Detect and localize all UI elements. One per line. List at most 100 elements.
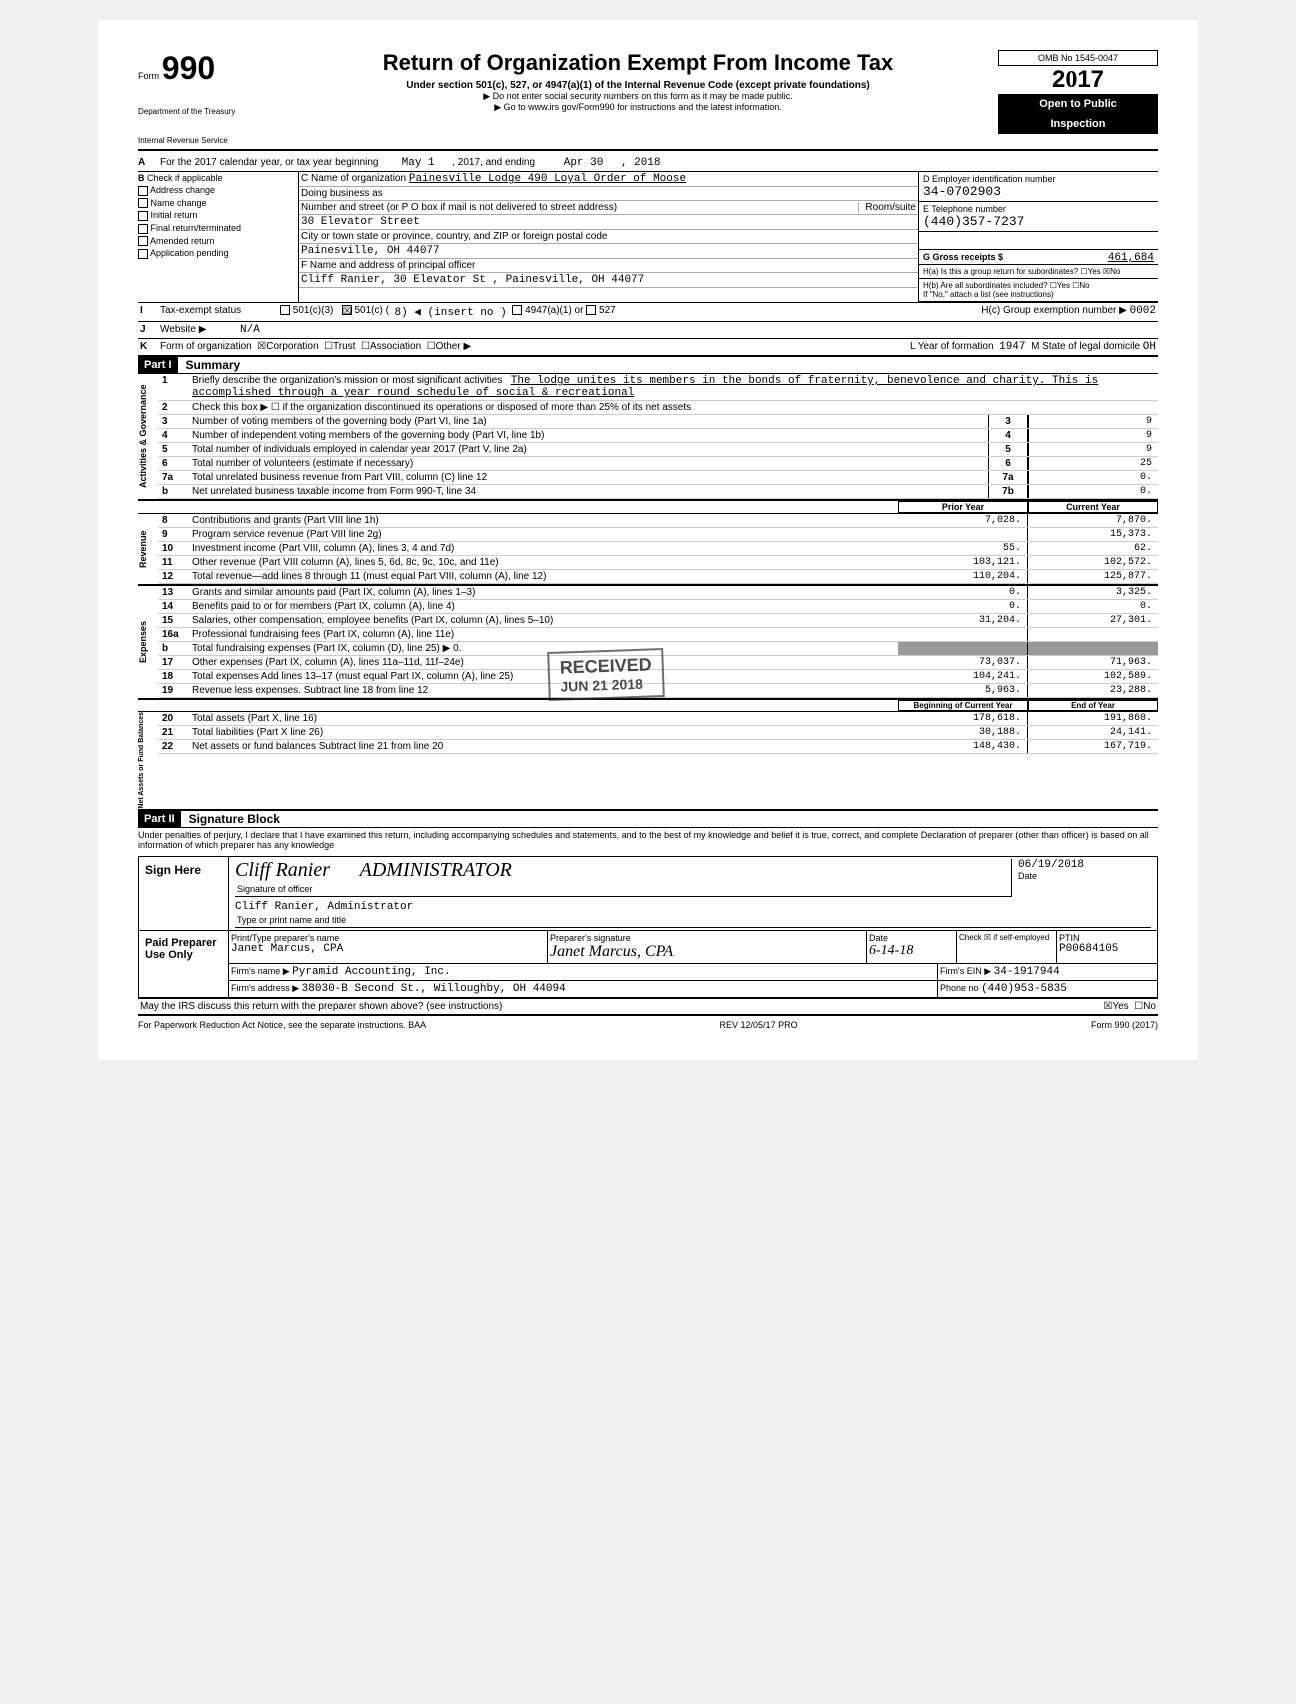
data-line: 10 Investment income (Part VIII, column … xyxy=(158,542,1158,556)
ein: 34-0702903 xyxy=(923,184,1001,199)
year-formation: 1947 xyxy=(999,341,1025,353)
chk-527[interactable] xyxy=(586,305,596,315)
typed-label: Type or print name and title xyxy=(235,913,1151,928)
sig-officer-label: Signature of officer xyxy=(235,882,1011,897)
ha-yes: Yes xyxy=(1088,267,1101,276)
form-990-page: Form 990 Department of the Treasury Inte… xyxy=(98,20,1198,1060)
sub-note-2: ▶ Go to www.irs gov/Form990 for instruct… xyxy=(288,102,988,113)
i-label: Tax-exempt status xyxy=(160,305,280,319)
row-a-label: For the 2017 calendar year, or tax year … xyxy=(160,157,378,169)
chk-label-0: Address change xyxy=(150,185,215,195)
stamp-line2: JUN 21 2018 xyxy=(560,675,653,694)
c-label: C Name of organization xyxy=(301,173,406,184)
sub-note-1: ▶ Do not enter social security numbers o… xyxy=(288,91,988,102)
footer-right: Form 990 (2017) xyxy=(1091,1020,1158,1030)
chk-4947[interactable] xyxy=(512,305,522,315)
k-other: Other ▶ xyxy=(436,341,471,353)
hb-note: If "No," attach a list (see instructions… xyxy=(923,290,1054,299)
chk-initial-return[interactable] xyxy=(138,211,148,221)
revenue-vert-label: Revenue xyxy=(138,514,158,584)
ha-label: H(a) Is this a group return for subordin… xyxy=(923,267,1078,276)
d-label: D Employer identification number xyxy=(923,174,1056,184)
firm-ein: 34-1917944 xyxy=(994,966,1060,978)
data-line: 13 Grants and similar amounts paid (Part… xyxy=(158,586,1158,600)
line2: Check this box ▶ ☐ if the organization d… xyxy=(188,401,1158,414)
rev-column-headers: Prior Year Current Year xyxy=(138,501,1158,514)
f-label: F Name and address of principal officer xyxy=(301,260,475,271)
chk-label-4: Amended return xyxy=(150,236,215,246)
ptin: P00684105 xyxy=(1059,943,1155,955)
begin-date: May 1 xyxy=(402,157,435,169)
hb-label: H(b) Are all subordinates included? xyxy=(923,281,1048,290)
irs-yes: Yes xyxy=(1112,1001,1128,1012)
m-label: M State of legal domicile xyxy=(1031,341,1140,353)
na-column-headers: Beginning of Current Year End of Year xyxy=(138,700,1158,712)
k-corp: Corporation xyxy=(266,341,318,353)
signature-block: Sign Here Cliff Ranier ADMINISTRATOR Sig… xyxy=(138,856,1158,999)
row-a-tax-year: A For the 2017 calendar year, or tax yea… xyxy=(138,155,1158,172)
end-year: , 2018 xyxy=(621,157,661,169)
gross-receipts: 461,684 xyxy=(1108,252,1154,264)
firm-phone-label: Phone no xyxy=(940,983,979,993)
room-label: Room/suite xyxy=(858,202,916,213)
chk-final-return[interactable] xyxy=(138,224,148,234)
preparer-date: 6-14-18 xyxy=(869,943,954,959)
gov-line: 3 Number of voting members of the govern… xyxy=(158,415,1158,429)
website: N/A xyxy=(240,324,260,336)
b-label: Check if applicable xyxy=(147,173,223,183)
chk-label-1: Name change xyxy=(151,198,207,208)
part2-title: Signature Block xyxy=(189,812,280,826)
sig-date: 06/19/2018 xyxy=(1018,859,1151,871)
city-label: City or town state or province, country,… xyxy=(301,231,607,242)
k-label: Form of organization xyxy=(160,341,252,353)
open-to-public: Open to Public xyxy=(998,94,1158,114)
gov-line: 5 Total number of individuals employed i… xyxy=(158,443,1158,457)
data-line: 11 Other revenue (Part VIII column (A), … xyxy=(158,556,1158,570)
chk-amended[interactable] xyxy=(138,236,148,246)
row-k: K Form of organization ☒Corporation ☐Tru… xyxy=(138,339,1158,357)
opt-501c: 501(c) ( xyxy=(354,305,388,319)
main-title: Return of Organization Exempt From Incom… xyxy=(288,50,988,76)
preparer-name: Janet Marcus, CPA xyxy=(231,943,545,955)
data-line: 14 Benefits paid to or for members (Part… xyxy=(158,600,1158,614)
gov-line: 6 Total number of volunteers (estimate i… xyxy=(158,457,1158,471)
governance-vert-label: Activities & Governance xyxy=(138,374,158,499)
chk-label-2: Initial return xyxy=(151,210,198,220)
netassets-section: Net Assets or Fund Balances 20 Total ass… xyxy=(138,712,1158,811)
principal-officer: Cliff Ranier, 30 Elevator St , Painesvil… xyxy=(301,274,644,286)
chk-501c3[interactable] xyxy=(280,305,290,315)
revenue-section: Revenue 8 Contributions and grants (Part… xyxy=(138,514,1158,586)
perjury-declaration: Under penalties of perjury, I declare th… xyxy=(138,828,1158,852)
chk-address-change[interactable] xyxy=(138,186,148,196)
prep-sig-label: Preparer's signature xyxy=(550,933,864,943)
date-label: Date xyxy=(1018,871,1151,881)
data-line: 12 Total revenue—add lines 8 through 11 … xyxy=(158,570,1158,584)
firm-name-label: Firm's name ▶ xyxy=(231,966,290,976)
data-line: 15 Salaries, other compensation, employe… xyxy=(158,614,1158,628)
data-line: 8 Contributions and grants (Part VIII li… xyxy=(158,514,1158,528)
form-number-box: Form 990 Department of the Treasury Inte… xyxy=(138,50,278,145)
check-self-employed: Check ☒ if self-employed xyxy=(957,931,1057,963)
line1-label: Briefly describe the organization's miss… xyxy=(192,375,502,386)
opt-527: 527 xyxy=(599,305,616,319)
main-info-column: C Name of organization Painesville Lodge… xyxy=(298,172,918,302)
sign-here-label: Sign Here xyxy=(139,857,229,930)
tax-year: 2017 xyxy=(998,66,1158,94)
typed-name: Cliff Ranier, Administrator xyxy=(235,901,1151,913)
org-name: Painesville Lodge 490 Loyal Order of Moo… xyxy=(409,173,686,185)
data-line: 9 Program service revenue (Part VIII lin… xyxy=(158,528,1158,542)
form-header: Form 990 Department of the Treasury Inte… xyxy=(138,50,1158,145)
chk-501c[interactable]: ☒ xyxy=(342,305,352,315)
chk-app-pending[interactable] xyxy=(138,249,148,259)
firm-address: 38030-B Second St., Willoughby, OH 44094 xyxy=(302,983,566,995)
k-assoc: Association xyxy=(370,341,421,353)
chk-name-change[interactable] xyxy=(138,198,148,208)
street-label: Number and street (or P O box if mail is… xyxy=(301,202,858,213)
gov-line: 4 Number of independent voting members o… xyxy=(158,429,1158,443)
begin-year-header: Beginning of Current Year xyxy=(898,700,1028,711)
dept-treasury: Department of the Treasury xyxy=(138,107,278,116)
preparer-signature: Janet Marcus, CPA xyxy=(550,943,864,961)
prep-date-label: Date xyxy=(869,933,954,943)
right-header: OMB No 1545-0047 2017 Open to Public Ins… xyxy=(998,50,1158,134)
l-label: L Year of formation xyxy=(910,341,994,353)
